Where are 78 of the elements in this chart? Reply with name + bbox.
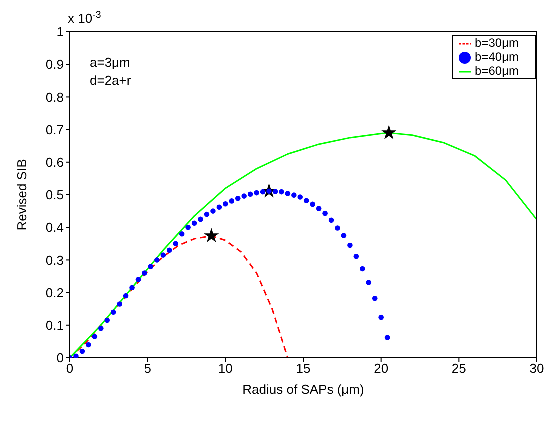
point [98,326,104,332]
x-tick-label: 30 [530,361,544,376]
point [378,314,384,320]
point [198,216,204,222]
point [254,190,260,196]
point [142,270,148,276]
point [360,266,366,272]
x-tick-label: 25 [452,361,466,376]
point [341,233,347,238]
x-tick-label: 5 [144,361,152,376]
point [173,241,178,247]
point [316,206,322,212]
point [136,277,142,282]
y-tick-label: 0.7 [46,122,64,138]
y-tick-label: 0.4 [46,220,64,236]
legend-label: b=40μm [475,50,519,64]
point [310,202,316,208]
x-tick-label: 0 [66,361,74,376]
y-tick-label: 0.1 [46,318,64,334]
annotation: d=2a+r [90,73,132,88]
point [74,354,79,358]
point [354,254,360,260]
legend-label: b=30μm [475,36,519,50]
x-tick-label: 15 [296,361,311,376]
point [235,196,241,202]
y-tick-label: 0.2 [46,285,64,300]
point [216,204,222,210]
point [384,335,390,340]
point [117,302,122,307]
point [366,280,372,286]
x-tick-label: 20 [374,361,389,376]
point [248,192,254,197]
y-tick-label: 0.6 [46,155,64,170]
point [272,189,278,194]
point [204,212,210,218]
point [304,198,310,204]
point [123,293,129,299]
point [86,342,92,348]
y-tick-label: 1 [56,24,64,40]
annotation: a=3μm [90,55,130,70]
point [92,334,98,340]
point [229,198,235,204]
point [192,220,198,226]
point [292,192,297,198]
point [279,189,284,195]
point [104,318,110,324]
y-tick-label: 0.8 [46,90,64,105]
point [372,296,378,302]
point [210,208,216,214]
y-tick-label: 0.5 [46,188,64,203]
point [179,231,185,237]
point [148,264,154,270]
point [335,226,340,231]
text: x 10$^{-3}$ [68,10,102,26]
y-axis-title: Revised SIB [14,159,30,231]
y-tick-label: 0.3 [46,252,64,268]
point [110,310,116,315]
y-tick-label: 0.9 [46,57,64,72]
point [298,194,304,200]
point [204,228,220,242]
point [166,248,172,254]
point [160,252,166,258]
x-tick-label: 10 [218,361,233,376]
point [242,194,247,199]
point [260,189,266,195]
y-tick-label: 0 [56,350,64,366]
point [223,201,228,207]
point [80,348,86,354]
point [186,224,191,230]
point [382,125,397,140]
point [130,285,135,291]
point [328,218,334,224]
x-axis-title: Radius of SAPs (μm) [242,382,364,397]
point [285,191,291,196]
point [154,258,160,263]
point [348,242,353,248]
point [322,210,328,216]
legend-label: b=60μm [475,64,519,78]
